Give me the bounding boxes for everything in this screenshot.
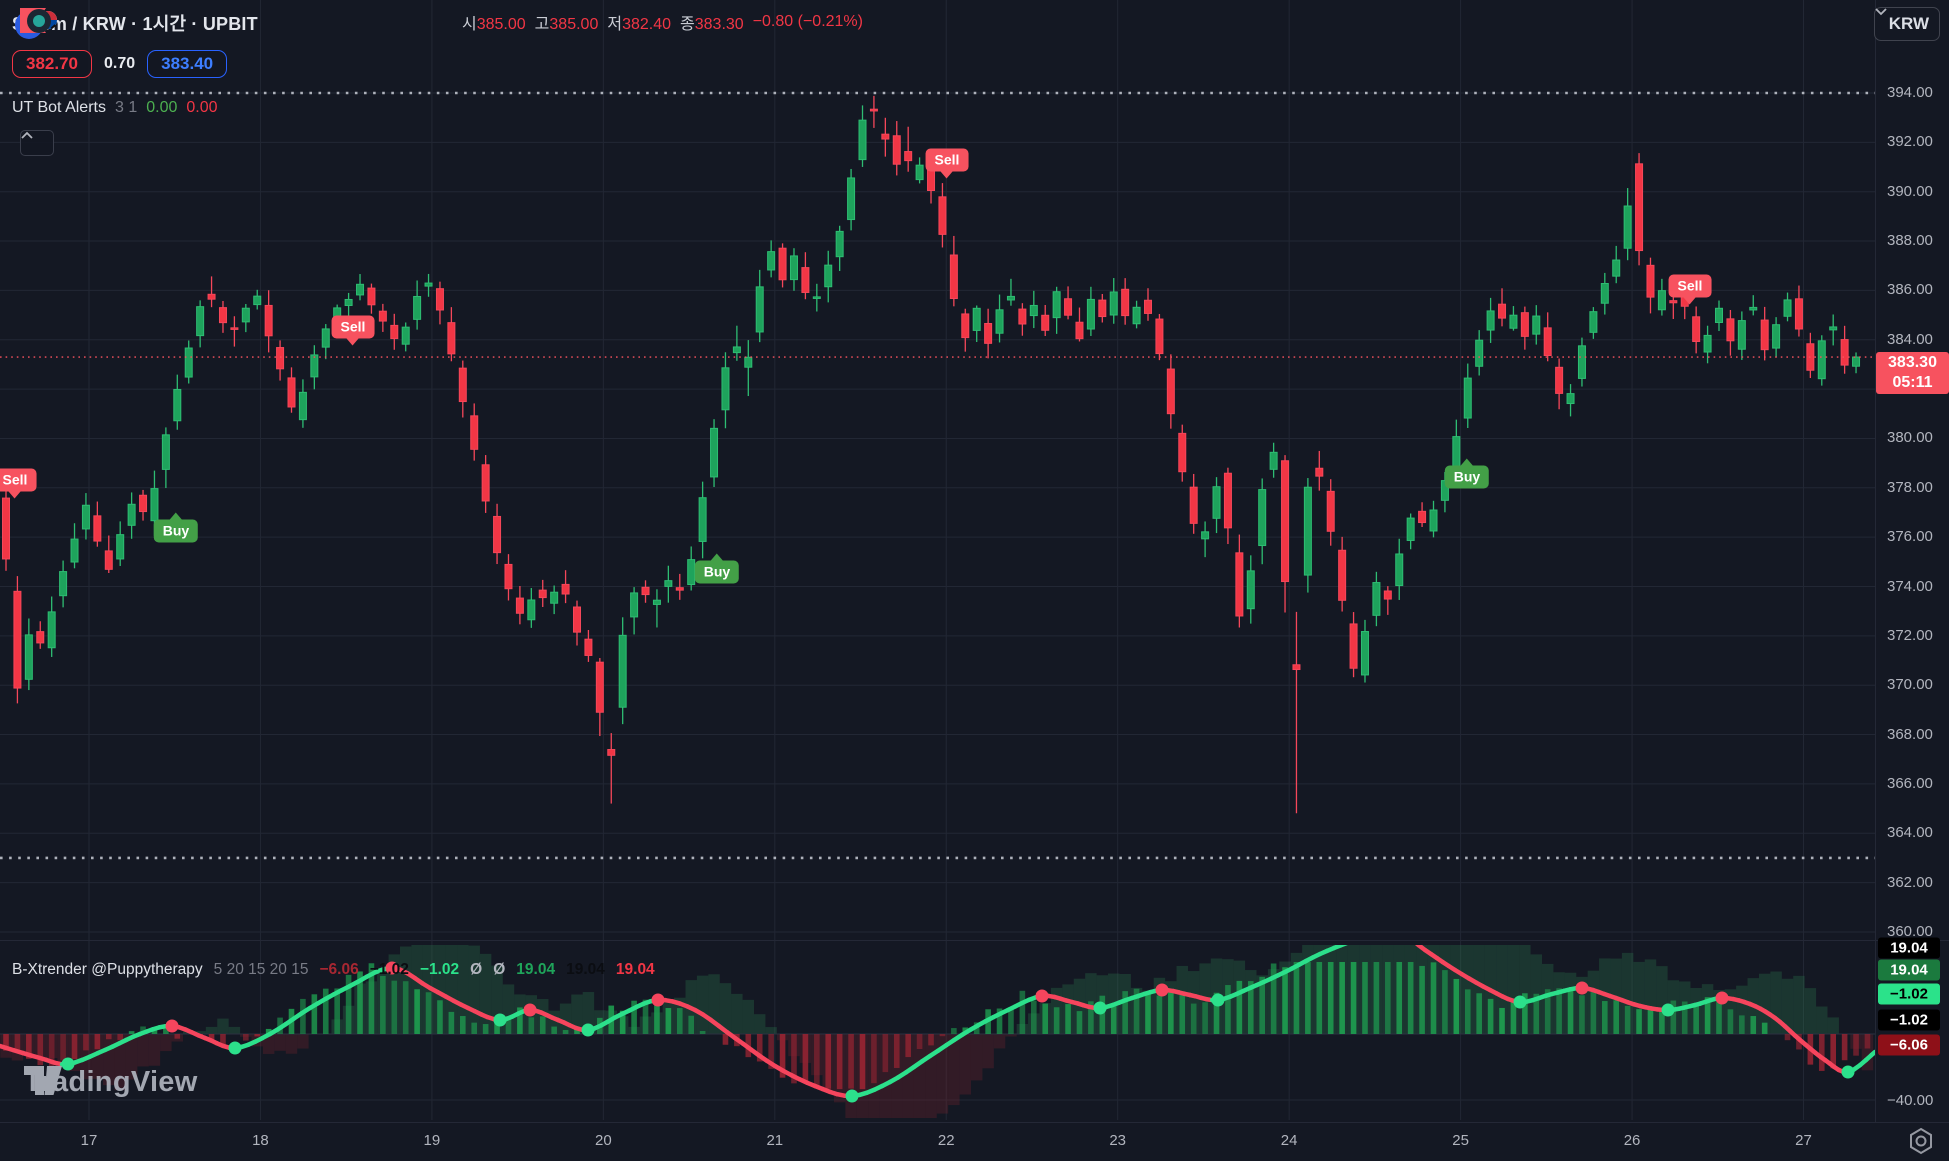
ut-bot-title[interactable]: UT Bot Alerts [12,99,106,116]
indicator-value-badge: −1.02 [1878,1009,1940,1031]
ut-bot-params: 3 1 [114,99,138,116]
price-axis-label: 374.00 [1887,577,1933,595]
price-axis-label: 386.00 [1887,281,1933,299]
buy-marker: Buy [153,512,199,543]
time-axis-separator [0,1122,1949,1123]
gear-icon [1910,1127,1932,1155]
currency-label: KRW [1888,14,1929,33]
stop-price-badge: 382.70 [12,50,92,78]
buy-marker: Buy [694,553,740,584]
indicator-status-value: 19.04 [516,961,556,978]
price-axis-separator [1875,0,1876,1122]
ut-bot-value-green: 0.00 [146,99,178,116]
price-axis-label: 376.00 [1887,528,1933,546]
price-axis-label: 366.00 [1887,774,1933,792]
sell-marker: Sell [925,148,969,179]
indicator-title[interactable]: B-Xtrender @Puppytherapy [12,961,203,978]
time-axis-label: 26 [1623,1132,1641,1149]
close-label: 종 [680,16,695,33]
price-axis-label: 360.00 [1887,922,1933,940]
pane-separator[interactable] [0,940,1949,941]
time-axis-label: 18 [252,1132,269,1149]
current-price-badge: 383.30 05:11 [1876,352,1949,394]
indicator-status-row: B-Xtrender @Puppytherapy 5 20 15 20 15 −… [12,961,655,979]
price-axis-label: 378.00 [1887,478,1933,496]
symbol-title[interactable]: Steem / KRW · 1시간 · UPBIT [12,14,258,34]
chevron-up-icon [21,131,33,139]
bar-countdown: 05:11 [1892,374,1933,391]
price-axis-label: 362.00 [1887,873,1933,891]
time-axis-label: 25 [1452,1132,1469,1149]
price-axis-label: 384.00 [1887,330,1933,348]
ohlc-row: 시385.00 고385.00 저382.40 종383.30 −0.80 (−… [462,10,863,34]
low-value: 382.40 [622,16,672,33]
price-axis-label: 372.00 [1887,626,1933,644]
indicator-status-value: −1.02 [369,961,409,978]
low-label: 저 [607,16,623,33]
indicator-axis-label: −40.00 [1887,1092,1934,1109]
time-axis-label: 27 [1795,1132,1812,1149]
current-price-value: 383.30 [1888,354,1937,371]
time-axis-label: 19 [423,1132,441,1149]
time-axis-label: 17 [80,1132,98,1149]
indicator-status-value: Ø [470,961,483,978]
sell-marker: Sell [331,315,375,346]
spread-value: 0.70 [104,55,136,72]
price-axis-label: 380.00 [1887,429,1933,447]
ut-bot-value-red: 0.00 [186,99,218,116]
high-value: 385.00 [549,16,599,33]
indicator-status-value: 19.04 [615,961,655,978]
time-axis-label: 20 [595,1132,612,1149]
buy-marker: Buy [1444,458,1490,489]
tradingview-logo[interactable]: TradingView [24,1066,198,1099]
indicator-value-badge: 19.04 [1878,937,1940,959]
chevron-down-icon [1875,8,1887,16]
price-axis-label: 394.00 [1887,84,1933,101]
sell-marker: Sell [0,468,37,499]
currency-selector[interactable]: KRW [1873,7,1940,41]
ut-bot-status-row: UT Bot Alerts 3 1 0.00 0.00 [12,99,218,117]
indicator-value-badge: 19.04 [1878,959,1940,981]
price-axis-label: 364.00 [1887,824,1933,842]
target-price-badge: 383.40 [147,50,228,78]
open-label: 시 [462,16,477,33]
price-axis-label: 388.00 [1887,232,1933,250]
price-axis-label: 368.00 [1887,725,1933,743]
indicator-status-value: −1.02 [419,961,460,978]
tradingview-icon [24,1066,62,1095]
indicator-value-badge: −6.06 [1878,1034,1940,1056]
close-value: 383.30 [694,16,744,33]
sell-marker: Sell [1668,274,1712,305]
indicator-values: −6.06 −1.02 −1.02 Ø Ø 19.04 19.04 19.04 [319,961,654,979]
price-axis-label: 390.00 [1887,182,1933,200]
header: ≋ Steem / KRW · 1시간 · UPBIT [12,8,258,39]
indicator-params: 5 20 15 20 15 [213,961,309,978]
high-label: 고 [534,16,550,33]
indicator-value-badge: −1.02 [1878,983,1940,1005]
time-axis-label: 21 [766,1132,784,1149]
time-axis-label: 24 [1280,1132,1298,1149]
ut-bot-price-badges: 382.70 0.70 383.40 [12,50,228,78]
open-value: 385.00 [476,16,526,33]
indicator-status-value: −6.06 [319,961,359,978]
time-axis-label: 22 [937,1132,955,1149]
price-axis-label: 392.00 [1887,133,1933,151]
time-axis-label: 23 [1109,1132,1127,1149]
collapse-pane-button[interactable] [20,130,54,156]
indicator-status-value: Ø [493,961,506,978]
indicator-status-value: 19.04 [566,961,605,978]
change-value: −0.80 (−0.21%) [752,13,863,30]
price-axis-label: 370.00 [1887,676,1933,694]
market-status-dot-icon[interactable] [26,8,52,34]
